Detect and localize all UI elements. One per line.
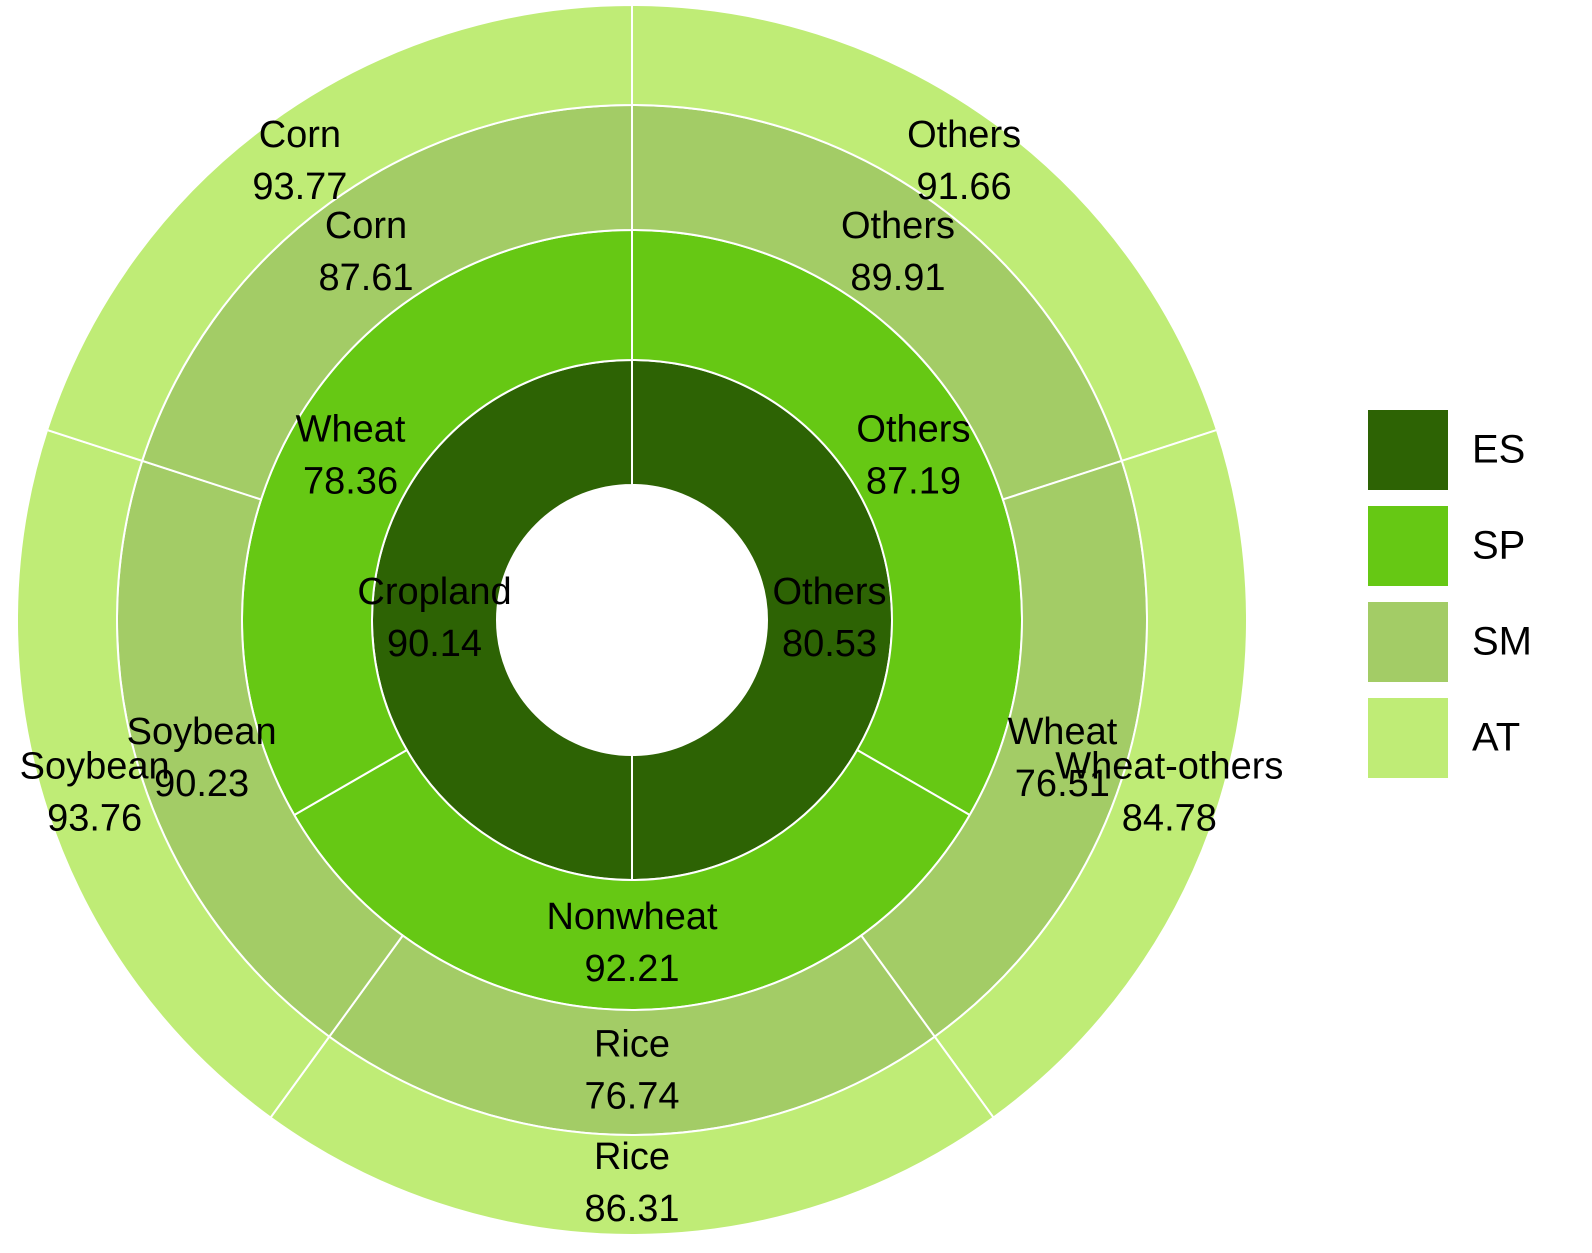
- value-label: 76.51: [1015, 763, 1110, 805]
- legend-swatch: [1368, 410, 1448, 490]
- segment-label: Soybean: [20, 746, 170, 788]
- segment-label: Others: [772, 571, 886, 613]
- segment-label: Cropland: [357, 571, 511, 613]
- legend-swatch: [1368, 602, 1448, 682]
- value-label: 93.76: [47, 798, 142, 840]
- value-label: 93.77: [252, 166, 347, 208]
- value-label: 91.66: [917, 166, 1012, 208]
- segment-label: Wheat: [1007, 711, 1117, 753]
- value-label: 86.31: [584, 1188, 679, 1230]
- legend-swatch: [1368, 506, 1448, 586]
- legend-label: AT: [1472, 716, 1520, 760]
- value-label: 90.14: [387, 623, 482, 665]
- segment-label: Others: [907, 114, 1021, 156]
- value-label: 90.23: [154, 763, 249, 805]
- value-label: 89.91: [850, 257, 945, 299]
- value-label: 80.53: [782, 623, 877, 665]
- legend-label: ES: [1472, 428, 1525, 472]
- segment: [45, 3, 633, 463]
- segment-label: Rice: [594, 1136, 670, 1178]
- legend-swatch: [1368, 698, 1448, 778]
- segment-label: Corn: [325, 205, 407, 247]
- value-label: 76.74: [584, 1076, 679, 1118]
- value-label: 87.61: [318, 257, 413, 299]
- value-label: 78.36: [303, 461, 398, 503]
- value-label: 87.19: [866, 461, 961, 503]
- value-label: 84.78: [1122, 798, 1217, 840]
- segment-label: Others: [856, 409, 970, 451]
- segment-label: Wheat: [296, 409, 406, 451]
- segment-label: Corn: [259, 114, 341, 156]
- segment-label: Nonwheat: [546, 896, 718, 938]
- segment-label: Soybean: [127, 711, 277, 753]
- segment-label: Others: [841, 205, 955, 247]
- value-label: 92.21: [584, 948, 679, 990]
- legend-label: SM: [1472, 620, 1532, 664]
- legend-label: SP: [1472, 524, 1525, 568]
- segment-label: Rice: [594, 1024, 670, 1066]
- segment-label: Wheat-others: [1055, 746, 1283, 788]
